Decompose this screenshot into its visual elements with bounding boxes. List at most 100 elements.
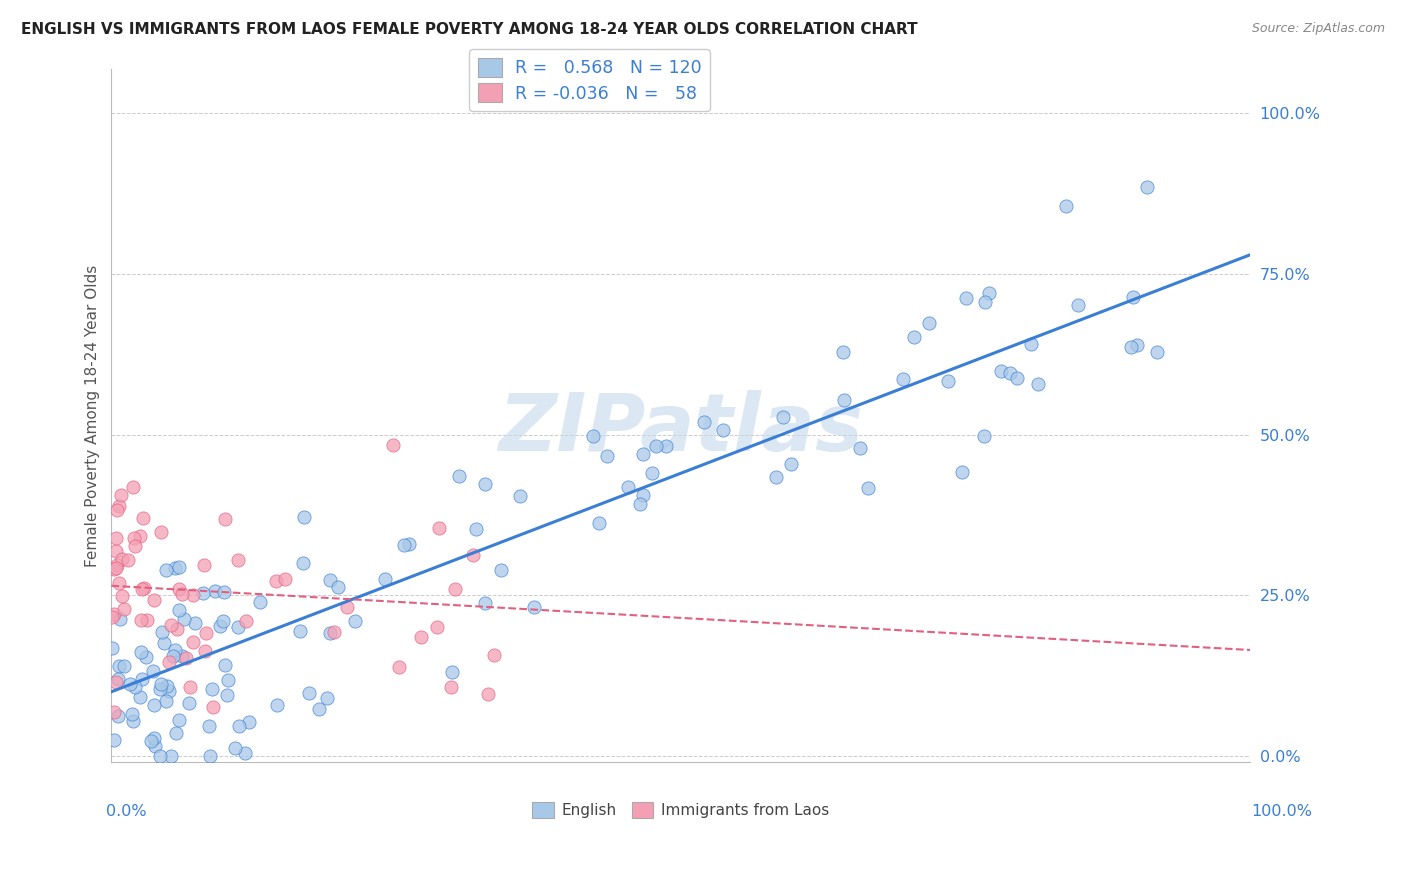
Point — [482, 648, 505, 662]
Point — [582, 429, 605, 443]
Point — [214, 658, 236, 673]
Point — [149, 682, 172, 697]
Point — [143, 739, 166, 754]
Point — [641, 466, 664, 480]
Point — [326, 581, 349, 595]
Point — [344, 614, 367, 628]
Point — [198, 749, 221, 764]
Point — [117, 553, 139, 567]
Y-axis label: Female Poverty Among 18-24 Year Olds: Female Poverty Among 18-24 Year Olds — [86, 264, 100, 566]
Point — [150, 677, 173, 691]
Point — [129, 613, 152, 627]
Point — [204, 584, 226, 599]
Point — [166, 622, 188, 636]
Point — [381, 438, 404, 452]
Point — [173, 612, 195, 626]
Point — [142, 664, 165, 678]
Point — [440, 680, 463, 694]
Point — [131, 672, 153, 686]
Point — [323, 624, 346, 639]
Point — [447, 468, 470, 483]
Point — [212, 585, 235, 599]
Point — [217, 688, 239, 702]
Point — [155, 694, 177, 708]
Point — [266, 698, 288, 713]
Point — [132, 510, 155, 524]
Point — [184, 615, 207, 630]
Point — [162, 648, 184, 663]
Point — [142, 698, 165, 713]
Point — [143, 593, 166, 607]
Point — [150, 525, 173, 540]
Point — [111, 589, 134, 603]
Point — [107, 500, 129, 514]
Point — [103, 562, 125, 576]
Point — [135, 613, 157, 627]
Point — [218, 673, 240, 687]
Point — [509, 489, 531, 503]
Point — [394, 538, 416, 552]
Point — [588, 516, 610, 530]
Text: ENGLISH VS IMMIGRANTS FROM LAOS FEMALE POVERTY AMONG 18-24 YEAR OLDS CORRELATION: ENGLISH VS IMMIGRANTS FROM LAOS FEMALE P… — [21, 22, 918, 37]
Point — [1007, 371, 1029, 385]
Point — [444, 582, 467, 596]
Point — [111, 552, 134, 566]
Point — [112, 602, 135, 616]
Point — [135, 650, 157, 665]
Point — [167, 713, 190, 727]
Point — [1054, 199, 1077, 213]
Point — [157, 655, 180, 669]
Point — [1019, 337, 1042, 351]
Point — [139, 734, 162, 748]
Point — [772, 409, 794, 424]
Point — [157, 683, 180, 698]
Point — [950, 466, 973, 480]
Point — [165, 726, 187, 740]
Point — [194, 644, 217, 658]
Point — [103, 732, 125, 747]
Point — [523, 600, 546, 615]
Point — [108, 575, 131, 590]
Point — [183, 588, 205, 602]
Text: ZIPatlas: ZIPatlas — [498, 391, 863, 468]
Point — [856, 481, 879, 495]
Point — [214, 511, 236, 525]
Point — [107, 659, 129, 673]
Point — [124, 680, 146, 694]
Point — [226, 620, 249, 634]
Point — [107, 672, 129, 686]
Point — [233, 747, 256, 761]
Point — [249, 595, 271, 609]
Point — [201, 681, 224, 696]
Point — [160, 617, 183, 632]
Point — [105, 531, 128, 545]
Point — [107, 708, 129, 723]
Point — [191, 586, 214, 600]
Point — [156, 679, 179, 693]
Point — [159, 749, 181, 764]
Point — [112, 658, 135, 673]
Point — [1125, 338, 1147, 352]
Point — [474, 477, 496, 491]
Point — [181, 635, 204, 649]
Point — [105, 558, 128, 573]
Point — [274, 572, 297, 586]
Point — [118, 677, 141, 691]
Point — [105, 503, 128, 517]
Point — [266, 574, 288, 588]
Point — [132, 582, 155, 596]
Point — [832, 393, 855, 408]
Point — [155, 563, 177, 577]
Point — [292, 510, 315, 524]
Point — [177, 696, 200, 710]
Point — [110, 612, 132, 626]
Point — [849, 441, 872, 455]
Point — [122, 714, 145, 728]
Point — [998, 366, 1021, 380]
Point — [129, 529, 152, 543]
Point — [373, 573, 395, 587]
Point — [121, 479, 143, 493]
Point — [170, 648, 193, 663]
Point — [489, 563, 512, 577]
Point — [903, 329, 925, 343]
